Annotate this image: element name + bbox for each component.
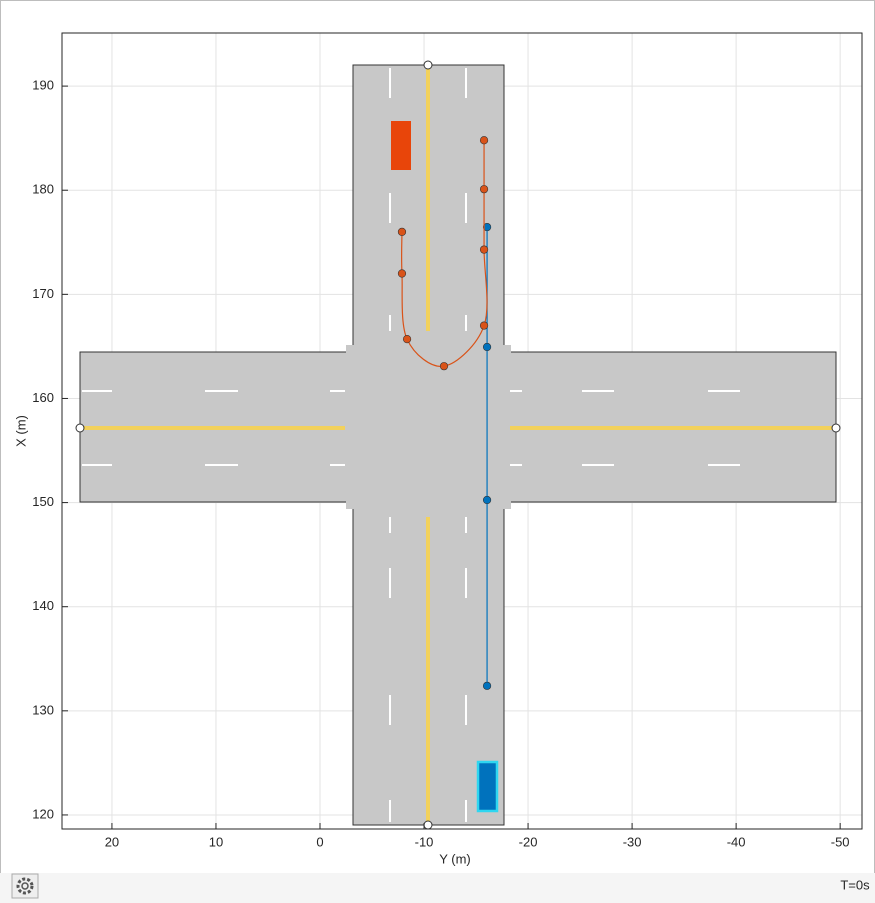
x-tick-label: -40 bbox=[727, 834, 746, 849]
y-tick-label: 170 bbox=[32, 286, 54, 301]
waypoint bbox=[403, 335, 411, 343]
time-label: T=0s bbox=[840, 877, 870, 892]
waypoint bbox=[483, 682, 491, 690]
waypoint bbox=[483, 496, 491, 504]
y-tick-label: 140 bbox=[32, 598, 54, 613]
y-tick-label: 160 bbox=[32, 390, 54, 405]
page: {"chart_data": {"type": "scenario", "xla… bbox=[0, 0, 875, 903]
x-tick-label: 10 bbox=[209, 834, 223, 849]
x-tick-label: -20 bbox=[519, 834, 538, 849]
toolbar bbox=[0, 873, 875, 903]
y-axis-label: X (m) bbox=[13, 415, 28, 447]
y-tick-label: 190 bbox=[32, 78, 54, 93]
waypoint bbox=[480, 322, 488, 330]
y-tick-label: 130 bbox=[32, 702, 54, 717]
waypoint bbox=[398, 228, 406, 236]
waypoint bbox=[480, 246, 488, 254]
waypoint bbox=[398, 270, 406, 278]
y-tick-label: 180 bbox=[32, 182, 54, 197]
waypoint bbox=[480, 185, 488, 193]
vehicle[interactable] bbox=[391, 121, 411, 170]
settings-button[interactable] bbox=[12, 874, 38, 898]
x-tick-label: 0 bbox=[316, 834, 323, 849]
y-tick-label: 120 bbox=[32, 806, 54, 821]
y-tick-label: 150 bbox=[32, 494, 54, 509]
x-tick-label: -50 bbox=[831, 834, 850, 849]
waypoint bbox=[440, 362, 448, 370]
ego-vehicle[interactable] bbox=[478, 762, 497, 811]
x-tick-label: 20 bbox=[105, 834, 119, 849]
waypoint bbox=[483, 343, 491, 351]
x-axis-label: Y (m) bbox=[439, 851, 471, 866]
x-tick-label: -30 bbox=[623, 834, 642, 849]
scenario-canvas: Y (m) X (m) T=0s 20 10 0 -10 -20 -30 -40 -50 120… bbox=[0, 0, 875, 903]
waypoint bbox=[480, 136, 488, 144]
x-tick-label: -10 bbox=[415, 834, 434, 849]
intersection bbox=[346, 345, 511, 509]
